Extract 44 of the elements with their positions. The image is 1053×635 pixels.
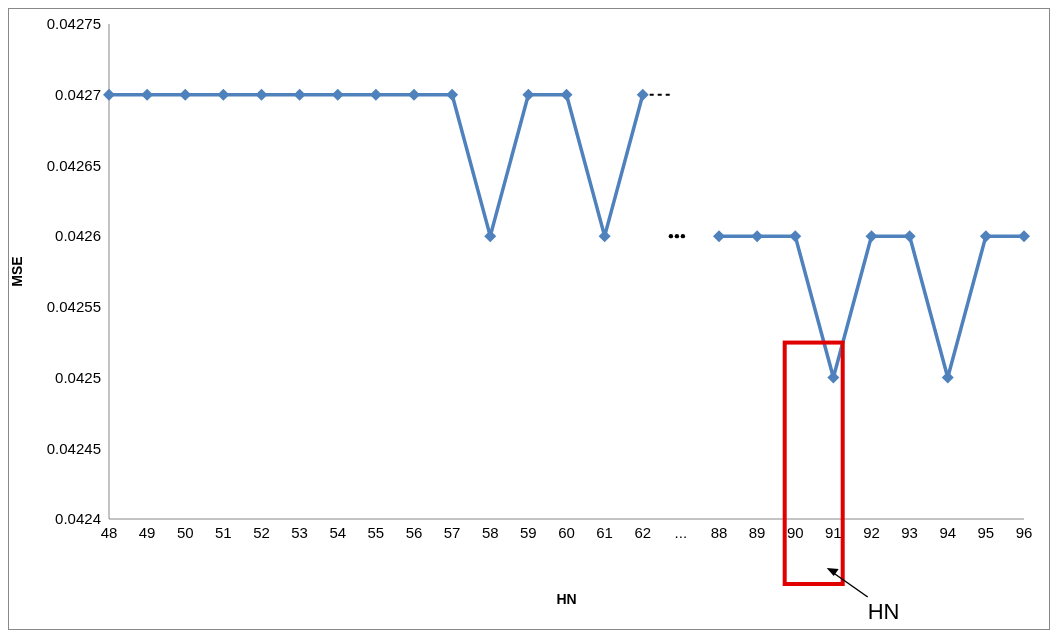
x-tick-label: 58 bbox=[481, 523, 499, 541]
x-tick-label: 95 bbox=[977, 523, 995, 541]
y-axis-title: MSE bbox=[8, 256, 25, 287]
y-tick-label: 0.04255 bbox=[46, 298, 101, 316]
x-tick-label: ... bbox=[674, 523, 688, 541]
x-tick-label: 92 bbox=[863, 523, 880, 541]
x-tick-label: 62 bbox=[634, 523, 652, 541]
point bbox=[789, 230, 802, 243]
point bbox=[713, 230, 725, 243]
x-tick-label: 94 bbox=[939, 523, 957, 541]
x-tick-label: 89 bbox=[748, 523, 766, 541]
x-tick-label: 57 bbox=[443, 523, 461, 541]
y-tick-label: 0.0425 bbox=[55, 368, 101, 386]
point bbox=[1018, 230, 1030, 243]
x-tick-label: 59 bbox=[520, 523, 537, 541]
point bbox=[636, 88, 649, 101]
y-tick-label: 0.0427 bbox=[55, 86, 101, 104]
text: HN bbox=[867, 599, 900, 624]
x-tick-label: 61 bbox=[596, 523, 613, 541]
x-tick-label: 96 bbox=[1015, 523, 1033, 541]
x-axis-title: HN bbox=[556, 591, 577, 607]
x-tick-label: 48 bbox=[100, 523, 118, 541]
y-tick-label: 0.0424 bbox=[55, 510, 101, 528]
x-tick-label: 93 bbox=[901, 523, 918, 541]
y-tick-label: 0.04245 bbox=[46, 439, 101, 457]
point bbox=[408, 88, 420, 101]
y-tick-label: 0.04265 bbox=[46, 156, 101, 174]
point bbox=[979, 230, 992, 243]
point bbox=[103, 88, 115, 101]
y-tick-label: 0.04275 bbox=[46, 15, 101, 33]
x-tick-label: 88 bbox=[710, 523, 728, 541]
point bbox=[446, 88, 459, 101]
x-tick-label: 51 bbox=[215, 523, 232, 541]
x-tick-label: 53 bbox=[291, 523, 308, 541]
x-tick-label: 90 bbox=[786, 523, 804, 541]
y-tick-label: 0.0426 bbox=[55, 227, 101, 245]
x-tick-label: 54 bbox=[329, 523, 347, 541]
x-tick-label: 56 bbox=[405, 523, 423, 541]
x-tick-label: 49 bbox=[138, 523, 156, 541]
x-tick-label: 50 bbox=[176, 523, 194, 541]
x-tick-label: 52 bbox=[253, 523, 270, 541]
x-tick-label: 91 bbox=[825, 523, 842, 541]
x-tick-label: 55 bbox=[367, 523, 385, 541]
x-tick-label: 60 bbox=[558, 523, 575, 541]
